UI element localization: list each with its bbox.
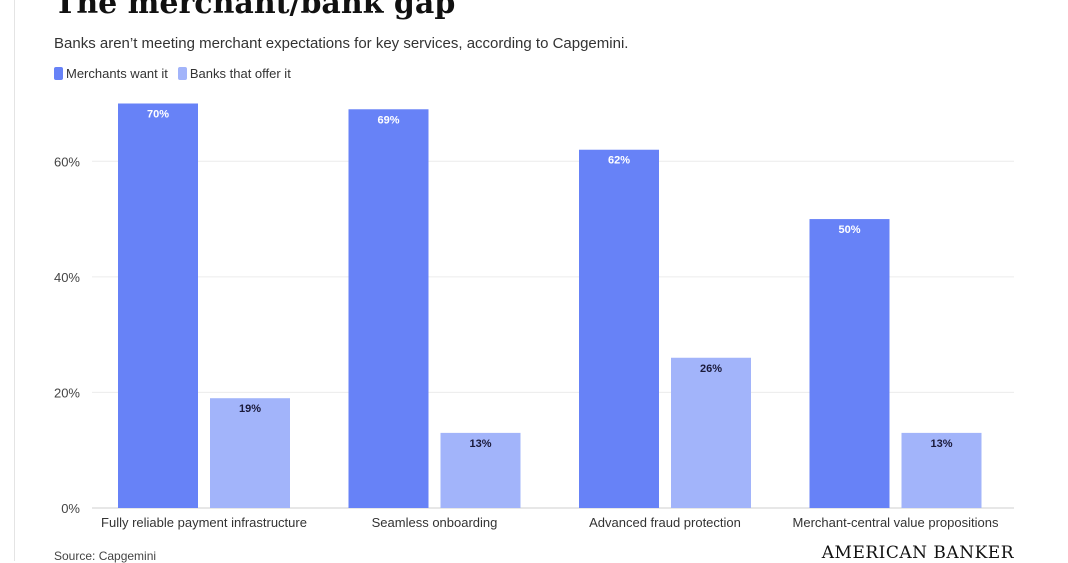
data-label-merchants-0: 70% bbox=[147, 109, 169, 121]
legend-item-banks[interactable]: Banks that offer it bbox=[177, 66, 291, 81]
brand-logo: AMERICAN BANKER bbox=[821, 543, 1014, 563]
data-label-banks-1: 13% bbox=[469, 438, 491, 450]
frame-divider bbox=[14, 0, 15, 561]
bar-merchants-2 bbox=[579, 149, 659, 508]
legend-swatch-banks bbox=[177, 67, 187, 80]
x-tick-label-0: Fully reliable payment infrastructure bbox=[101, 515, 307, 530]
bar-banks-1 bbox=[440, 432, 521, 508]
y-tick-label-60: 60% bbox=[54, 154, 80, 169]
data-label-merchants-3: 50% bbox=[838, 224, 860, 236]
x-tick-label-3: Merchant-central value propositions bbox=[793, 515, 999, 530]
x-tick-label-1: Seamless onboarding bbox=[372, 515, 498, 530]
chart-legend: Merchants want it Banks that offer it bbox=[54, 66, 291, 81]
y-tick-label-0: 0% bbox=[61, 501, 80, 516]
chart-subtitle: Banks aren’t meeting merchant expectatio… bbox=[54, 35, 629, 52]
data-label-banks-2: 26% bbox=[700, 363, 722, 375]
data-label-banks-3: 13% bbox=[930, 438, 952, 450]
data-label-merchants-1: 69% bbox=[377, 114, 399, 126]
legend-swatch-merchants bbox=[54, 67, 63, 80]
chart-title: The merchant/bank gap bbox=[54, 0, 456, 21]
bar-merchants-0 bbox=[118, 103, 198, 508]
y-tick-label-20: 20% bbox=[54, 385, 80, 400]
legend-item-merchants[interactable]: Merchants want it bbox=[54, 66, 168, 81]
bar-banks-2 bbox=[671, 357, 751, 508]
bar-merchants-1 bbox=[348, 109, 429, 509]
data-label-merchants-2: 62% bbox=[608, 155, 630, 167]
data-label-banks-0: 19% bbox=[239, 403, 261, 415]
y-tick-label-40: 40% bbox=[54, 270, 80, 285]
legend-label-banks: Banks that offer it bbox=[189, 66, 291, 81]
source-note: Source: Capgemini bbox=[54, 549, 157, 563]
legend-label-merchants: Merchants want it bbox=[66, 66, 168, 81]
x-tick-label-2: Advanced fraud protection bbox=[589, 515, 741, 530]
bar-banks-0 bbox=[210, 398, 290, 508]
bar-banks-3 bbox=[901, 432, 982, 508]
bar-merchants-3 bbox=[809, 219, 890, 509]
